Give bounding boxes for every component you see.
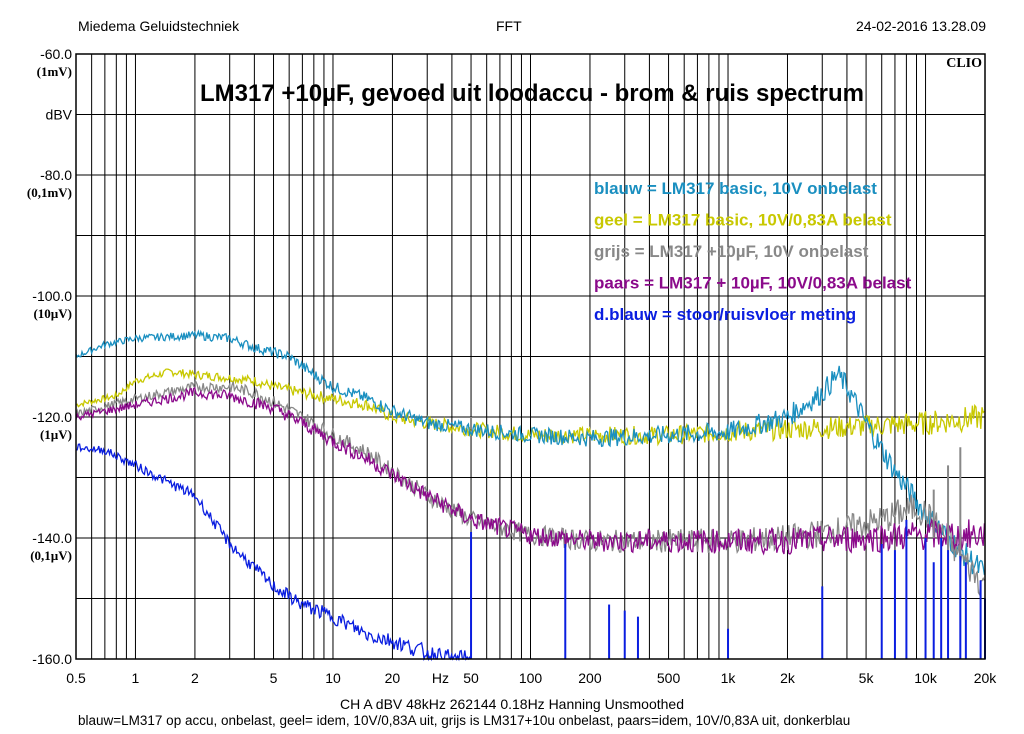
footer-settings: CH A dBV 48kHz 262144 0.18Hz Hanning Uns… [340,696,684,712]
y-tick-label: -80.0 [40,167,72,183]
y-axis-label: dBV [46,107,73,123]
plot-frame [75,53,986,660]
legend-entry: grijs = LM317 +10µF, 10V onbelast [594,242,869,261]
x-tick-label: 1 [132,670,140,686]
footer-notes: blauw=LM317 op accu, onbelast, geel= ide… [78,713,851,728]
series-line-5 [75,443,472,662]
x-tick-label: 5 [270,670,278,686]
x-tick-label: 10k [914,670,938,686]
x-tick-label: 20k [974,670,998,686]
legend-entry: blauw = LM317 basic, 10V onbelast [594,179,877,198]
chart-title: LM317 +10µF, gevoed uit loodaccu - brom … [200,80,864,107]
x-tick-label: 200 [578,670,602,686]
series-line-2 [75,329,986,575]
x-tick-label: 1k [721,670,737,686]
legend-entry: d.blauw = stoor/ruisvloer meting [594,305,856,324]
x-tick-label: 5k [859,670,875,686]
x-tick-label: 2k [780,670,796,686]
header-company: Miedema Geluidstechniek [78,18,240,34]
x-axis-unit-label: Hz [432,670,449,686]
y-tick-label: -160.0 [32,651,72,667]
x-tick-label: 500 [657,670,681,686]
x-tick-label: 100 [519,670,543,686]
x-tick-label: 10 [325,670,341,686]
header-mode: FFT [496,18,522,34]
y-tick-sublabel: (0,1µV) [30,548,72,563]
x-tick-label: 0.5 [66,670,86,686]
x-tick-label: 20 [385,670,401,686]
y-tick-sublabel: (10µV) [33,306,72,321]
y-tick-sublabel: (0,1mV) [27,185,72,200]
y-tick-sublabel: (1µV) [40,427,72,442]
legend-entry: geel = LM317 basic, 10V/0,83A belast [594,211,892,230]
legend-entry: paars = LM317 + 10µF, 10V/0,83A belast [594,274,912,293]
brand-label: CLIO [946,56,982,71]
series-line-4 [75,386,986,556]
y-tick-label: -140.0 [32,530,72,546]
y-tick-sublabel: (1mV) [37,64,72,79]
header-timestamp: 24-02-2016 13.28.09 [856,18,986,34]
y-tick-label: -100.0 [32,288,72,304]
x-tick-label: 50 [463,670,479,686]
series-line-1 [75,368,985,447]
y-tick-label: -120.0 [32,409,72,425]
x-tick-label: 2 [191,670,199,686]
y-tick-label: -60.0 [40,46,72,62]
